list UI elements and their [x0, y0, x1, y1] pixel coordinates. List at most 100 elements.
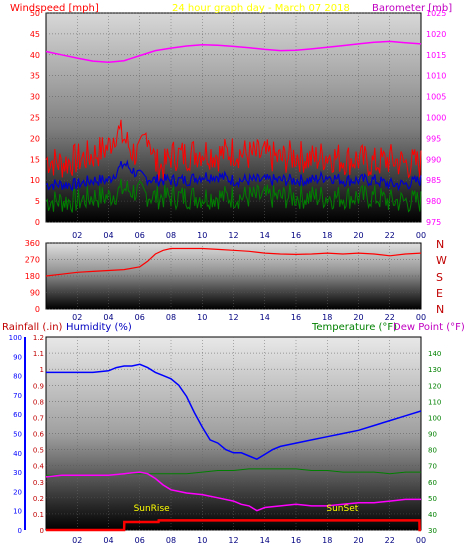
wind-x-tick-label: 12: [228, 231, 238, 240]
wind-tick-label: 50: [30, 9, 40, 18]
wind-x-tick-label: 18: [322, 231, 332, 240]
direction-x-tick-label: 16: [291, 313, 301, 322]
direction-x-tick-label: 06: [135, 313, 145, 322]
rain-x-tick-label: 06: [135, 536, 145, 545]
wind-tick-label: 5: [35, 197, 40, 206]
barometer-tick-label: 995: [426, 134, 441, 143]
direction-x-tick-label: 00: [416, 313, 426, 322]
compass-letter: N: [436, 238, 444, 251]
barometer-tick-label: 985: [426, 176, 441, 185]
wind-tick-label: 15: [30, 155, 40, 164]
direction-tick-label: 270: [25, 256, 40, 265]
barometer-tick-label: 1025: [426, 9, 446, 18]
rain-x-tick-label: 00: [416, 536, 426, 545]
humidity-tick-label: 0: [18, 527, 22, 535]
temperature-tick-label: 70: [428, 463, 437, 471]
temperature-tick-label: 50: [428, 495, 437, 503]
rain-tick-label: 0.4: [33, 463, 45, 471]
rain-tick-label: 0.5: [33, 447, 44, 455]
axis-labels: 0510152025303540455097598098599099510001…: [9, 9, 447, 545]
humidity-tick-label: 20: [13, 488, 22, 496]
sunrise-label: SunRise: [134, 504, 171, 514]
rain-tick-label: 0.6: [33, 431, 45, 439]
wind-x-tick-label: 06: [135, 231, 145, 240]
humidity-axis-title: Humidity (%): [66, 322, 132, 333]
humidity-tick-label: 100: [9, 334, 22, 342]
rain-tick-label: 0.2: [33, 495, 44, 503]
wind-tick-label: 0: [35, 218, 40, 227]
wind-x-tick-label: 08: [166, 231, 176, 240]
wind-tick-label: 45: [30, 30, 40, 39]
barometer-axis-title: Barometer [mb]: [372, 3, 452, 14]
wind-x-tick-label: 00: [416, 231, 426, 240]
compass-letter: S: [436, 271, 443, 284]
wind-direction-series: [45, 247, 422, 277]
windspeed-axis-title: Windspeed [mph]: [10, 3, 99, 14]
rain-tick-label: 0.1: [33, 511, 44, 519]
data-series: [45, 40, 422, 532]
barometer-tick-label: 1015: [426, 51, 446, 60]
chart-title: 24 hour graph day - March 07 2018: [172, 3, 350, 14]
direction-x-tick-label: 04: [103, 313, 113, 322]
direction-tick-label: 0: [35, 305, 40, 314]
rain-tick-label: 0.3: [33, 479, 44, 487]
rain-x-tick-label: 10: [197, 536, 207, 545]
humidity-tick-label: 40: [13, 450, 22, 458]
direction-tick-label: 360: [25, 239, 40, 248]
windspeed-average-series: [45, 159, 422, 192]
barometer-tick-label: 1005: [426, 93, 446, 102]
humidity-tick-label: 70: [13, 392, 22, 400]
rain-tick-label: 0.7: [33, 414, 44, 422]
wind-tick-label: 30: [30, 93, 40, 102]
rain-x-tick-label: 04: [103, 536, 113, 545]
rain-x-tick-label: 18: [322, 536, 332, 545]
barometer-tick-label: 975: [426, 218, 441, 227]
rain-x-tick-label: 16: [291, 536, 301, 545]
direction-x-tick-label: 02: [72, 313, 82, 322]
temperature-tick-label: 90: [428, 431, 437, 439]
humidity-tick-label: 90: [13, 353, 22, 361]
direction-tick-label: 90: [30, 289, 40, 298]
rain-tick-label: 1: [40, 366, 44, 374]
direction-tick-label: 180: [25, 272, 40, 281]
temperature-series: [46, 363, 422, 461]
rain-tick-label: 1.1: [33, 350, 44, 358]
temperature-tick-label: 40: [428, 511, 437, 519]
rain-tick-label: 1.2: [33, 334, 44, 342]
dewpoint-series: [45, 471, 421, 512]
wind-x-tick-label: 16: [291, 231, 301, 240]
compass-letter: W: [436, 254, 447, 267]
humidity-tick-label: 30: [13, 469, 22, 477]
temperature-tick-label: 80: [428, 447, 437, 455]
wind-x-tick-label: 14: [260, 231, 270, 240]
temperature-tick-label: 30: [428, 527, 437, 535]
temperature-tick-label: 110: [428, 398, 441, 406]
barometer-tick-label: 1010: [426, 72, 446, 81]
wind-x-tick-label: 20: [353, 231, 363, 240]
windspeed-low-series: [45, 178, 422, 213]
direction-x-tick-label: 20: [353, 313, 363, 322]
rain-tick-label: 0: [40, 527, 44, 535]
humidity-tick-label: 10: [13, 508, 22, 516]
rain-tick-label: 0.8: [33, 398, 44, 406]
direction-x-tick-label: 10: [197, 313, 207, 322]
windspeed-gust-series: [45, 119, 422, 182]
temperature-tick-label: 140: [428, 350, 441, 358]
sunset-label: SunSet: [326, 504, 358, 514]
dewpoint-axis-title: Dew Point (°F): [393, 322, 465, 333]
rainfall-axis-title: Rainfall (.in): [2, 322, 63, 333]
humidity-tick-label: 60: [13, 411, 22, 419]
barometer-tick-label: 1020: [426, 30, 446, 39]
direction-x-tick-label: 14: [260, 313, 270, 322]
compass-letter: N: [436, 303, 444, 316]
rain-x-tick-label: 22: [385, 536, 395, 545]
temperature-axis-title: Temperature (°F): [311, 322, 397, 333]
temperature-tick-label: 130: [428, 366, 441, 374]
barometer-tick-label: 980: [426, 197, 441, 206]
wind-x-tick-label: 10: [197, 231, 207, 240]
wind-tick-label: 40: [30, 51, 40, 60]
direction-x-tick-label: 22: [385, 313, 395, 322]
